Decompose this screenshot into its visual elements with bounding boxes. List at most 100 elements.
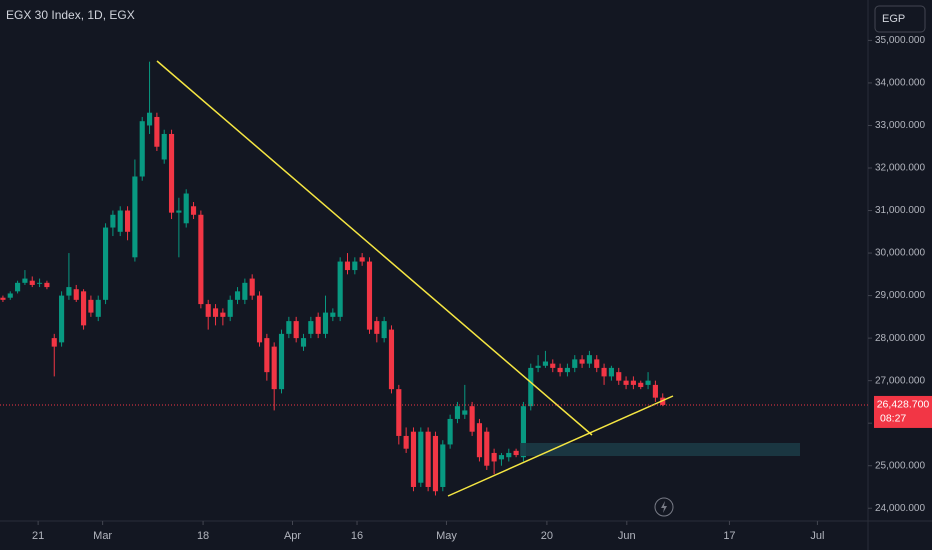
candle-body: [227, 299, 233, 317]
candle-body: [154, 116, 160, 147]
candle-body: [139, 121, 145, 177]
candle-body: [491, 452, 497, 462]
candle-body: [594, 359, 600, 368]
candle-body: [440, 444, 446, 487]
candle-body: [520, 406, 527, 458]
x-tick-label: Mar: [93, 530, 112, 542]
candle-body: [73, 289, 79, 300]
candle-body: [498, 455, 505, 460]
candle-body: [652, 384, 658, 398]
candle-body: [484, 431, 490, 466]
candle-body: [432, 435, 439, 492]
lightning-glyph: [661, 501, 667, 513]
candle-body: [117, 210, 123, 232]
candle-body: [396, 389, 402, 436]
candle-body: [308, 321, 314, 334]
candle-body: [447, 418, 453, 445]
candle-body: [469, 406, 475, 432]
countdown-label: 08:27: [880, 413, 906, 425]
candle-body: [249, 278, 255, 296]
candle-body: [462, 410, 468, 415]
candle-body: [234, 291, 241, 300]
candle-body: [44, 282, 50, 288]
candle-body: [59, 295, 65, 343]
candle-body: [476, 423, 483, 458]
candle-body: [630, 380, 636, 385]
candle-body: [528, 367, 534, 407]
candle-body: [352, 261, 358, 271]
x-tick-label: 20: [541, 530, 553, 542]
last-price-box: [874, 395, 932, 428]
candle-body: [88, 299, 94, 313]
currency-button[interactable]: [874, 5, 926, 33]
candle-body: [374, 321, 380, 334]
candle-body: [535, 365, 541, 368]
candle-body: [205, 304, 211, 317]
candle-body: [330, 312, 336, 317]
y-tick-label: 27,000.000: [875, 375, 925, 386]
candle-body: [51, 338, 57, 347]
y-tick-label: 25,000.000: [875, 460, 925, 471]
candle-body: [183, 193, 189, 224]
candle-body: [315, 316, 321, 334]
candle-body: [337, 261, 343, 317]
candle-body: [0, 297, 6, 300]
candle-body: [638, 382, 644, 388]
candle-body: [264, 338, 270, 373]
currency-label: EGP: [882, 13, 905, 25]
candle-body: [212, 308, 219, 317]
candle-body: [220, 312, 226, 317]
x-tick-label: 18: [197, 530, 209, 542]
candle-body: [242, 282, 248, 300]
y-tick-label: 24,000.000: [875, 503, 925, 514]
candle-body: [286, 321, 292, 334]
y-tick-label: 28,000.000: [875, 333, 925, 344]
candle-body: [81, 291, 87, 326]
x-tick-label: Apr: [284, 530, 301, 542]
candle-body: [29, 280, 35, 285]
candle-body: [359, 257, 365, 262]
candle-body: [190, 206, 197, 215]
y-tick-label: 29,000.000: [875, 290, 925, 301]
candle-body: [418, 431, 424, 483]
candle-body: [344, 261, 351, 271]
last-price-label: 26,428.700: [877, 399, 930, 411]
candle-body: [381, 321, 387, 339]
x-tick-label: Jun: [618, 530, 636, 542]
lightning-icon[interactable]: [654, 497, 674, 517]
y-tick-label: 35,000.000: [875, 35, 925, 46]
candle-body: [601, 367, 607, 377]
candle-body: [278, 333, 285, 390]
candle-body: [564, 367, 570, 373]
candle-body: [110, 214, 116, 228]
y-tick-label: 31,000.000: [875, 205, 925, 216]
candle-body: [645, 380, 651, 385]
candle-body: [103, 227, 109, 300]
candle-body: [454, 406, 461, 419]
candle-body: [550, 363, 556, 368]
candle-body: [176, 210, 182, 213]
candle-body: [322, 312, 329, 334]
candle-body: [293, 321, 299, 339]
candle-body: [132, 176, 138, 258]
candle-body: [271, 346, 277, 390]
y-tick-label: 33,000.000: [875, 120, 925, 131]
candle-body: [300, 338, 307, 347]
candle-body: [403, 435, 409, 449]
candle-body: [542, 361, 548, 366]
x-tick-label: May: [436, 530, 457, 542]
trend-line: [447, 395, 674, 497]
y-tick-label: 34,000.000: [875, 78, 925, 89]
candle-body: [586, 355, 592, 364]
y-tick-label: 30,000.000: [875, 248, 925, 259]
trend-line: [156, 60, 593, 436]
candle-body: [37, 282, 43, 284]
candle-body: [146, 112, 153, 126]
candle-body: [124, 210, 131, 232]
candle-body: [66, 287, 72, 296]
candle-body: [608, 367, 614, 377]
candle-body: [388, 329, 395, 390]
candle-body: [557, 367, 563, 373]
